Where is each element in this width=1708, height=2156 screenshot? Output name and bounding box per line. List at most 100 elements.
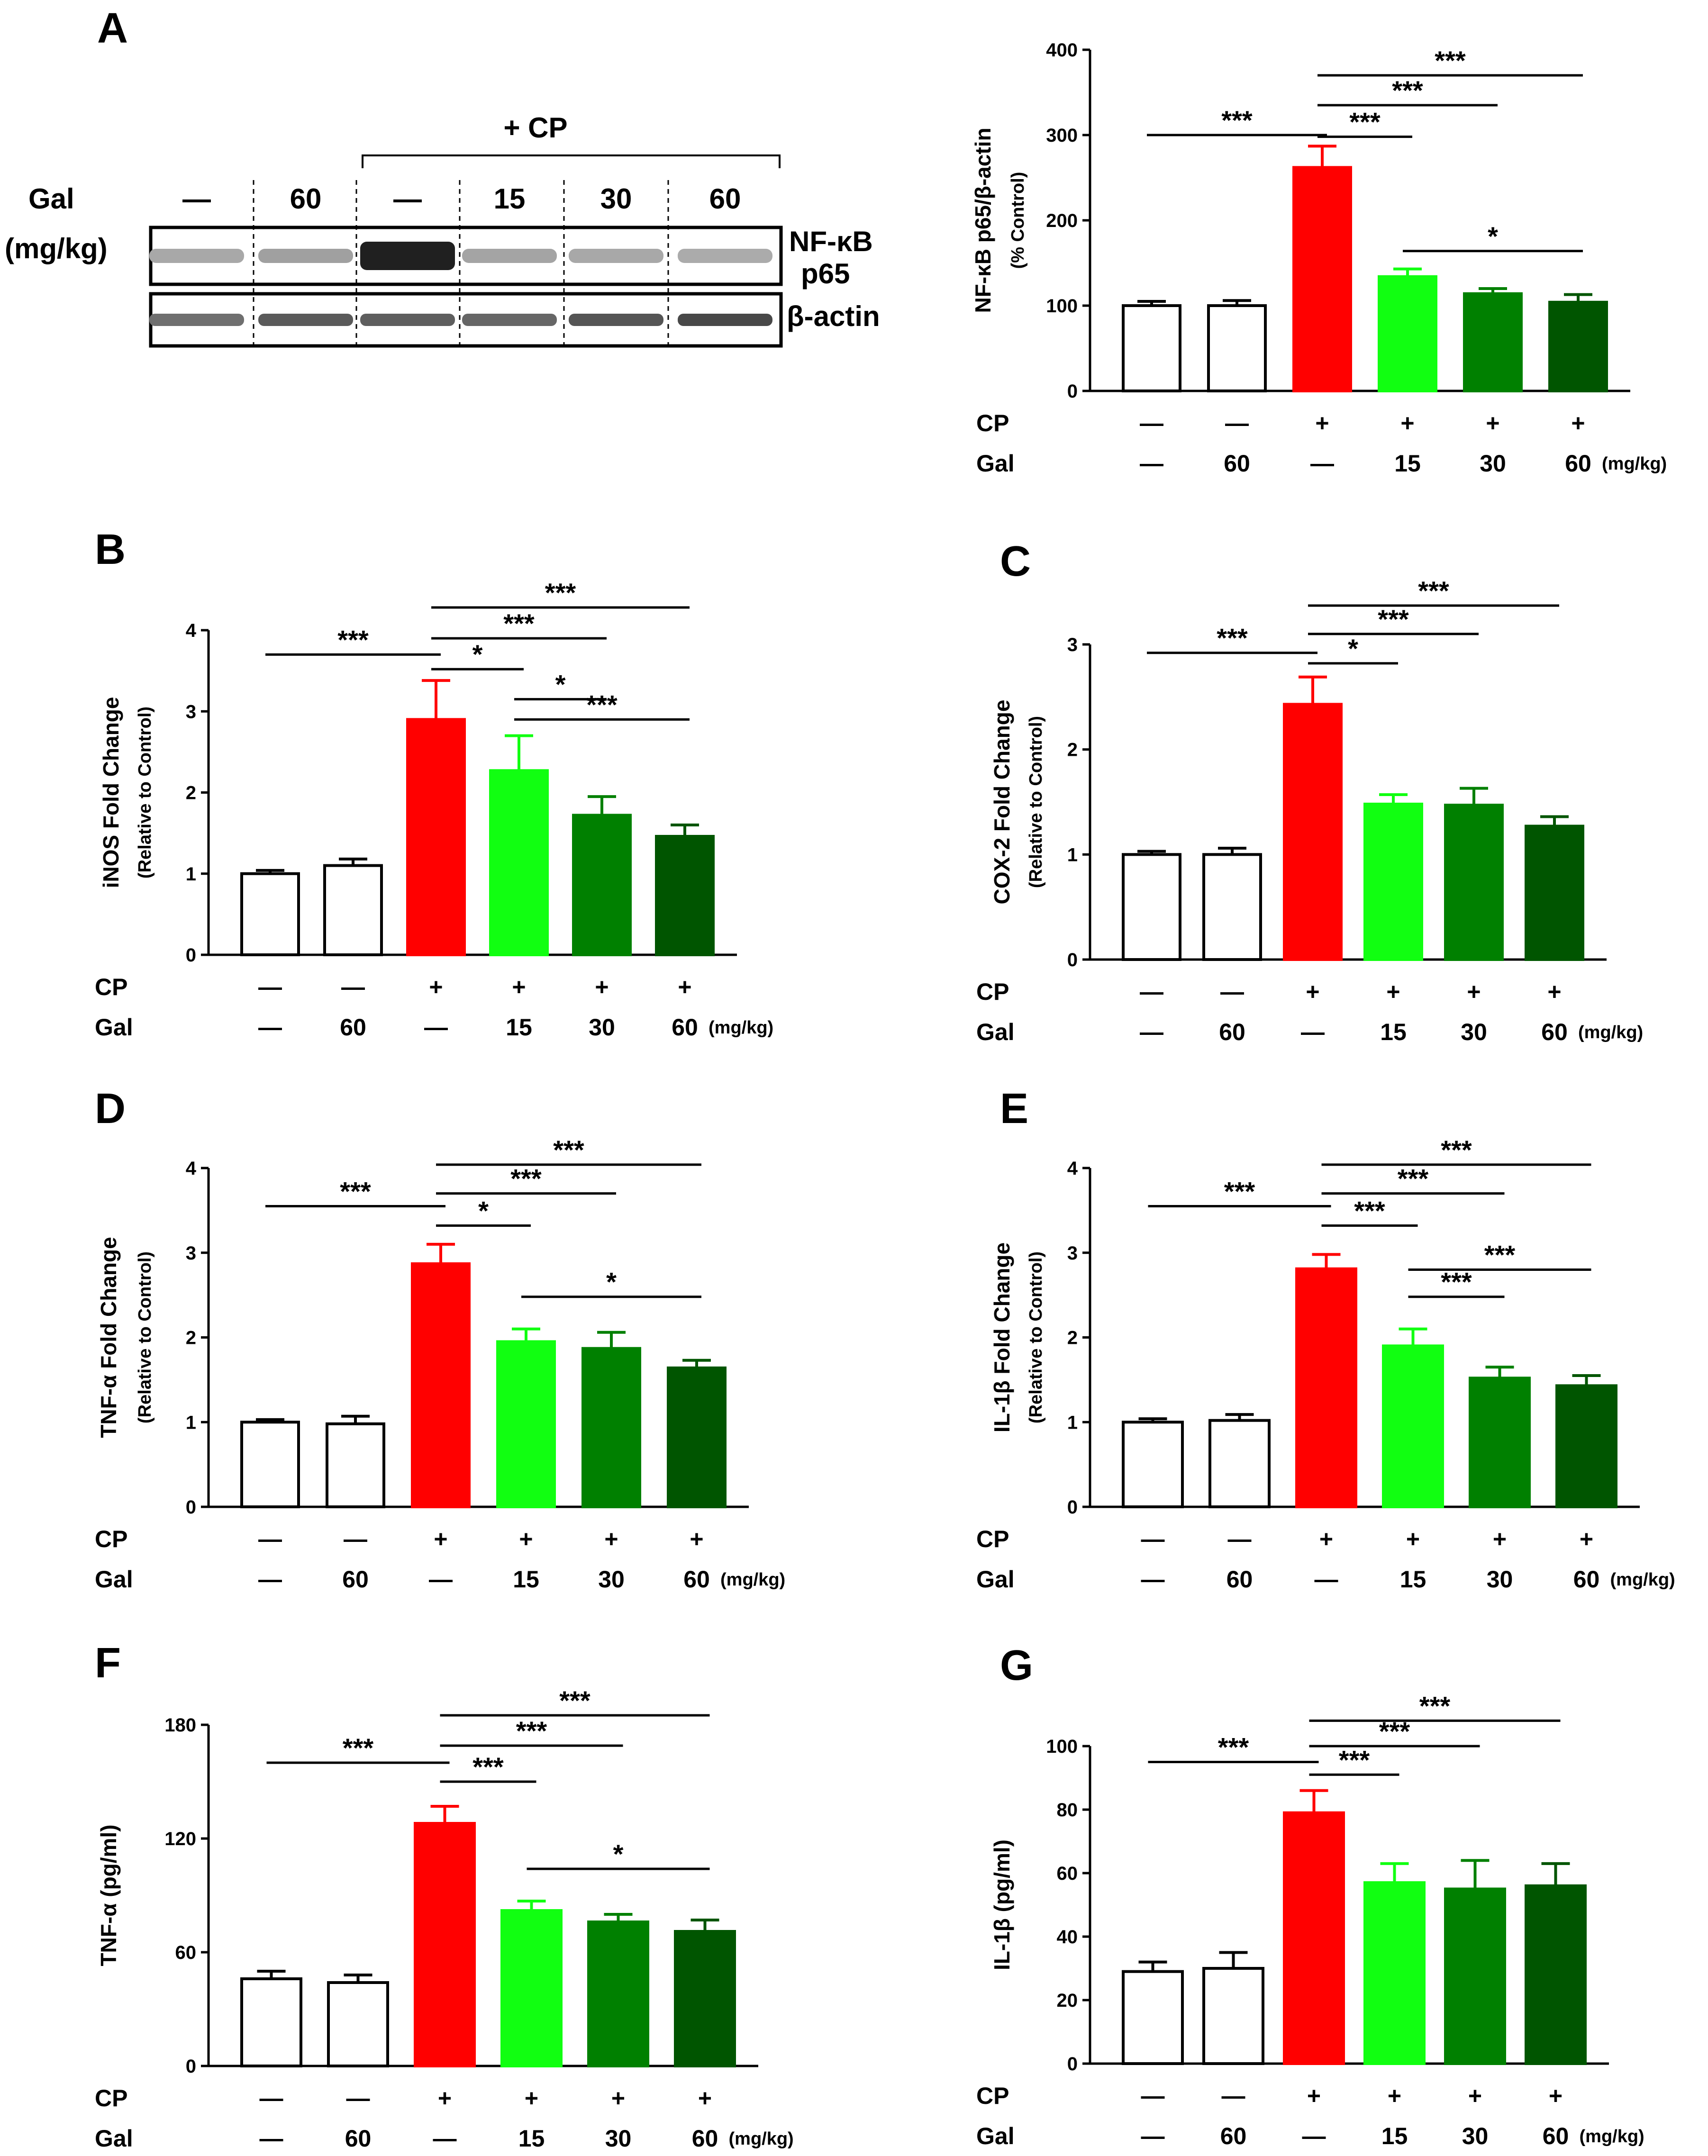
bar <box>323 864 383 956</box>
significance-label: * <box>555 670 566 699</box>
significance-label: *** <box>1419 1691 1451 1721</box>
treatment-gal-label: Gal <box>95 1566 133 1593</box>
treatment-cp-value: — <box>344 1526 367 1552</box>
y-tick-label: 120 <box>164 1829 196 1849</box>
treatment-cp-value: — <box>1141 2083 1165 2109</box>
treatment-gal-value: — <box>1140 1019 1163 1045</box>
significance-label: *** <box>553 1135 584 1165</box>
y-tick-label: 4 <box>1067 1158 1078 1179</box>
significance-label: *** <box>510 1164 542 1194</box>
significance-label: *** <box>1378 604 1409 634</box>
y-axis-title: COX-2 Fold Change <box>990 700 1014 905</box>
significance-label: *** <box>503 608 535 638</box>
bar <box>1122 1970 1184 2065</box>
bar <box>1202 1967 1264 2065</box>
treatment-gal-value: 60 <box>1219 1019 1245 1045</box>
treatment-gal-value: 15 <box>1380 1019 1407 1045</box>
y-tick-label: 3 <box>1067 634 1078 655</box>
y-tick-label: 0 <box>186 2056 196 2077</box>
y-tick-label: 0 <box>1067 950 1078 970</box>
treatment-cp-value: + <box>1386 978 1400 1005</box>
blot-gal-label: Gal <box>28 183 74 215</box>
treatment-gal-value: 30 <box>605 2125 632 2152</box>
treatment-cp-label: CP <box>976 410 1009 436</box>
significance-label: *** <box>472 1752 504 1782</box>
treatment-gal-value: 15 <box>1381 2123 1408 2149</box>
treatment-cp-value: — <box>1141 1526 1165 1552</box>
nfkb-band <box>569 249 663 263</box>
treatment-cp-value: + <box>519 1526 533 1552</box>
treatment-gal-value: 60 <box>1220 2123 1247 2149</box>
actin-band <box>569 314 663 326</box>
blot-lane-label: — <box>182 183 211 215</box>
treatment-gal-value: — <box>1310 450 1334 477</box>
bar <box>674 1930 736 2067</box>
treatment-cp-label: CP <box>976 2083 1009 2109</box>
nfkb-band <box>462 249 557 263</box>
y-tick-label: 1 <box>186 864 196 885</box>
bar <box>240 1977 302 2067</box>
significance-label: *** <box>516 1716 547 1746</box>
significance-label: *** <box>586 689 618 719</box>
treatment-cp-value: + <box>434 1526 447 1552</box>
y-tick-label: 40 <box>1057 1927 1078 1948</box>
actin-band <box>360 314 455 326</box>
y-tick-label: 0 <box>1067 381 1078 402</box>
bar <box>572 814 632 956</box>
bar <box>1207 304 1267 392</box>
y-tick-label: 300 <box>1046 125 1078 146</box>
blot-lane-label: 30 <box>600 183 632 215</box>
treatment-cp-value: — <box>258 1526 282 1552</box>
y-axis-title: IL-1β Fold Change <box>990 1242 1014 1432</box>
bar <box>1378 275 1437 392</box>
treatment-gal-value: 60 <box>1541 1019 1568 1045</box>
treatment-gal-value: — <box>1315 1566 1338 1593</box>
treatment-gal-label: Gal <box>95 2125 133 2152</box>
significance-label: *** <box>1218 1732 1249 1762</box>
treatment-cp-value: + <box>1306 978 1319 1005</box>
treatment-gal-value: — <box>258 1566 282 1593</box>
blot-lane-label: — <box>393 183 422 215</box>
bar <box>1444 804 1504 961</box>
treatment-cp-value: — <box>1228 1526 1252 1552</box>
significance-label: *** <box>1441 1135 1472 1165</box>
band-label-nfkb: NF-κB <box>789 226 873 257</box>
blot-cp-header: + CP <box>503 112 567 144</box>
treatment-unit: (mg/kg) <box>709 1018 773 1038</box>
treatment-cp-value: — <box>346 2085 370 2111</box>
y-axis-title: TNF-α Fold Change <box>96 1237 121 1438</box>
bar <box>411 1262 471 1509</box>
treatment-cp-value: + <box>438 2085 452 2111</box>
treatment-cp-value: + <box>690 1526 703 1552</box>
y-tick-label: 0 <box>1067 2054 1078 2074</box>
bar <box>1444 1887 1506 2065</box>
bar <box>1283 1811 1345 2065</box>
treatment-cp-label: CP <box>976 978 1009 1005</box>
blot-cp-bracket <box>362 154 781 168</box>
treatment-cp-value: + <box>1468 2083 1482 2109</box>
treatment-gal-value: 60 <box>1224 450 1250 477</box>
y-axis-title: iNOS Fold Change <box>99 697 123 888</box>
nfkb-band <box>360 242 455 270</box>
y-tick-label: 180 <box>164 1715 196 1736</box>
significance-label: *** <box>1418 576 1449 606</box>
y-tick-label: 60 <box>175 1942 197 1963</box>
band-label-p65: p65 <box>801 258 850 290</box>
treatment-gal-value: 60 <box>683 1566 710 1593</box>
treatment-gal-label: Gal <box>976 450 1015 477</box>
significance-label: *** <box>545 578 576 607</box>
panel-letter: E <box>1000 1085 1028 1132</box>
treatment-cp-label: CP <box>95 974 127 1000</box>
bar <box>1382 1344 1444 1508</box>
treatment-gal-value: — <box>429 1566 453 1593</box>
treatment-cp-value: — <box>260 2085 283 2111</box>
chart-panel-d: D 0 1 2 3 4 TNF-α Fold Change (Relative to Cont… <box>95 1085 785 1593</box>
y-axis-title: NF-κB p65/β-actin <box>971 127 995 313</box>
treatment-unit: (mg/kg) <box>720 1570 785 1590</box>
significance-label: *** <box>1392 75 1423 105</box>
treatment-cp-label: CP <box>95 2085 127 2111</box>
treatment-cp-label: CP <box>976 1526 1009 1552</box>
y-tick-label: 4 <box>186 1158 197 1179</box>
treatment-gal-value: — <box>1301 1019 1325 1045</box>
